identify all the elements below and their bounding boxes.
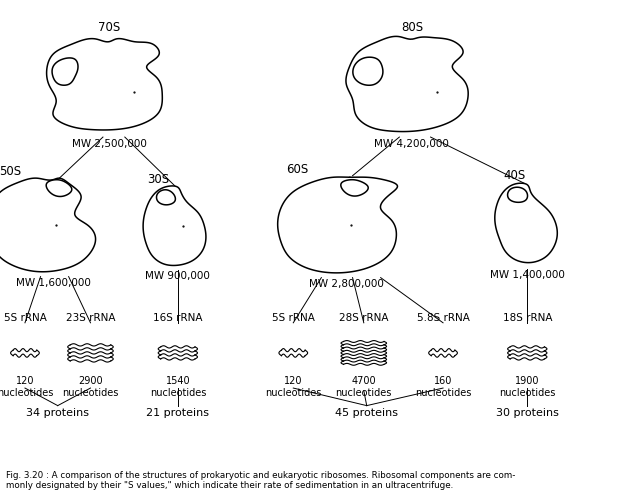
Text: 5S rRNA: 5S rRNA <box>272 312 314 322</box>
Text: MW 1,600,000: MW 1,600,000 <box>16 277 90 287</box>
Polygon shape <box>341 180 368 197</box>
Text: MW 1,400,000: MW 1,400,000 <box>490 269 565 279</box>
Polygon shape <box>52 59 78 86</box>
Text: 30S: 30S <box>147 172 169 185</box>
Polygon shape <box>278 178 397 274</box>
Text: Fig. 3.20 : A comparison of the structures of prokaryotic and eukaryotic ribosom: Fig. 3.20 : A comparison of the structur… <box>6 470 515 489</box>
Text: 16S rRNA: 16S rRNA <box>153 312 203 322</box>
Text: 60S: 60S <box>286 162 309 175</box>
Polygon shape <box>0 179 95 272</box>
Polygon shape <box>143 186 206 266</box>
Text: 120
nucleotides: 120 nucleotides <box>265 376 321 397</box>
Polygon shape <box>353 58 383 86</box>
Polygon shape <box>507 188 527 203</box>
Polygon shape <box>46 180 72 197</box>
Text: 23S rRNA: 23S rRNA <box>66 312 115 322</box>
Text: 5S rRNA: 5S rRNA <box>4 312 46 322</box>
Text: 45 proteins: 45 proteins <box>335 407 398 417</box>
Text: MW 900,000: MW 900,000 <box>145 271 210 281</box>
Text: 21 proteins: 21 proteins <box>147 407 209 417</box>
Text: 30 proteins: 30 proteins <box>496 407 558 417</box>
Text: 160
nucleotides: 160 nucleotides <box>415 376 471 397</box>
Polygon shape <box>346 37 468 132</box>
Text: 4700
nucleotides: 4700 nucleotides <box>336 376 392 397</box>
Text: 34 proteins: 34 proteins <box>26 407 89 417</box>
Text: 40S: 40S <box>504 169 526 182</box>
Text: 28S rRNA: 28S rRNA <box>339 312 389 322</box>
Polygon shape <box>47 40 162 131</box>
Text: 50S: 50S <box>0 165 22 178</box>
Text: 1900
nucleotides: 1900 nucleotides <box>499 376 555 397</box>
Text: 70S: 70S <box>98 21 120 34</box>
Text: MW 2,800,000: MW 2,800,000 <box>309 278 384 288</box>
Text: 120
nucleotides: 120 nucleotides <box>0 376 53 397</box>
Text: MW 2,500,000: MW 2,500,000 <box>72 139 147 149</box>
Text: 18S rRNA: 18S rRNA <box>502 312 552 322</box>
Polygon shape <box>157 190 175 205</box>
Text: 1540
nucleotides: 1540 nucleotides <box>150 376 206 397</box>
Text: 5.8S rRNA: 5.8S rRNA <box>417 312 469 322</box>
Polygon shape <box>495 184 557 263</box>
Text: MW 4,200,000: MW 4,200,000 <box>374 139 449 149</box>
Text: 2900
nucleotides: 2900 nucleotides <box>62 376 119 397</box>
Text: 80S: 80S <box>401 21 423 34</box>
